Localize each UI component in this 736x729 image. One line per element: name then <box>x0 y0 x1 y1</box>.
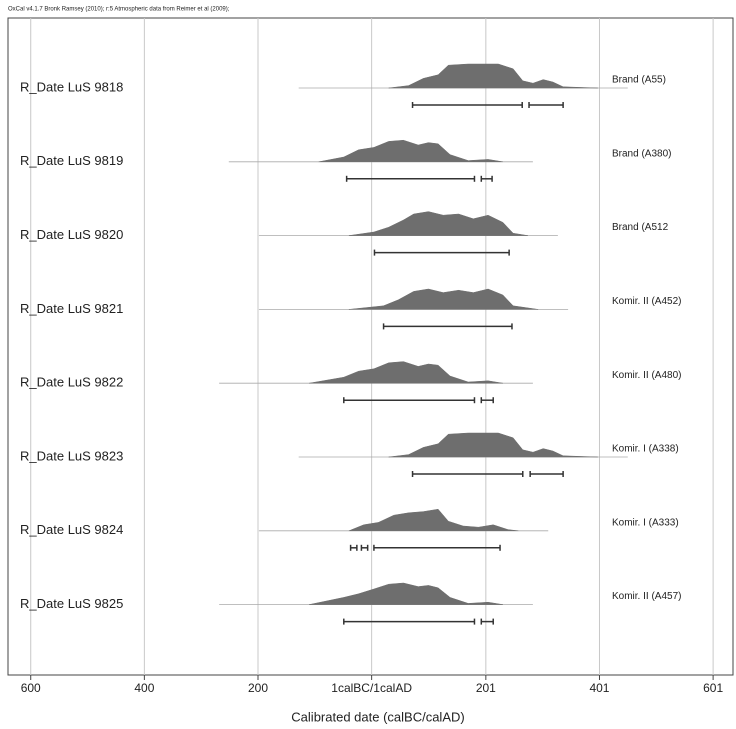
posterior-distribution <box>388 63 598 89</box>
posterior-distribution <box>309 361 503 384</box>
context-label: Komir. I (A338) <box>612 444 679 455</box>
posterior-distribution <box>348 211 528 236</box>
x-tick-label: 201 <box>476 681 496 695</box>
posterior-distribution <box>348 508 519 532</box>
date-name: R_Date LuS 9820 <box>20 227 123 242</box>
date-name: R_Date LuS 9821 <box>20 301 123 316</box>
range-bar <box>480 397 494 404</box>
range-bar <box>382 323 513 330</box>
range-bar <box>480 175 493 182</box>
context-label: Brand (A55) <box>612 75 666 86</box>
range-bar <box>480 618 494 625</box>
plot-frame <box>7 17 734 676</box>
date-name: R_Date LuS 9822 <box>20 375 123 390</box>
context-label: Brand (A512 <box>612 222 669 233</box>
range-bar <box>373 249 510 256</box>
context-label: Komir. II (A452) <box>612 296 681 307</box>
date-name: R_Date LuS 9819 <box>20 153 123 168</box>
date-name: R_Date LuS 9825 <box>20 596 123 611</box>
range-bar <box>411 471 524 477</box>
x-axis-title: Calibrated date (calBC/calAD) <box>291 709 464 724</box>
date-name: R_Date LuS 9823 <box>20 448 123 463</box>
header: OxCal v4.1.7 Bronk Ramsey (2010); r:5 At… <box>8 7 230 13</box>
x-tick-label: 601 <box>703 681 723 695</box>
range-bar <box>345 175 476 182</box>
range-bar <box>343 618 476 625</box>
context-label: Brand (A380) <box>612 148 671 159</box>
date-name: R_Date LuS 9824 <box>20 522 123 537</box>
x-tick-label: 401 <box>589 681 609 695</box>
range-bar <box>349 544 358 551</box>
x-tick-label: 200 <box>248 681 268 695</box>
range-bar <box>373 544 501 551</box>
posterior-distribution <box>318 139 503 163</box>
context-label: Komir. II (A480) <box>612 370 681 381</box>
posterior-distribution <box>388 432 598 458</box>
context-label: Komir. I (A333) <box>612 517 679 528</box>
posterior-distribution <box>309 582 503 605</box>
range-bar <box>529 471 564 477</box>
date-name: R_Date LuS 9818 <box>20 79 123 94</box>
range-bar <box>360 544 369 551</box>
posterior-distribution <box>348 288 539 310</box>
x-tick-label: 600 <box>21 681 41 695</box>
x-tick-label: 1calBC/1calAD <box>331 681 412 695</box>
context-label: Komir. II (A457) <box>612 591 681 602</box>
range-bar <box>343 397 476 404</box>
range-bar <box>528 102 564 108</box>
x-tick-label: 400 <box>134 681 154 695</box>
range-bar <box>411 102 523 108</box>
